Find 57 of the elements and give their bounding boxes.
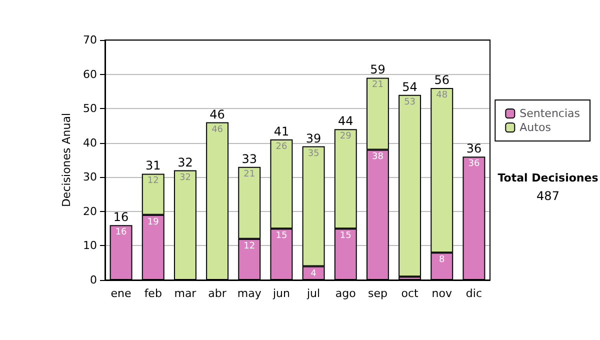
total-label: 54: [402, 80, 418, 94]
total-label: 59: [370, 62, 386, 77]
x-tick-label: jun: [272, 287, 290, 300]
total-label: 41: [274, 124, 290, 138]
data-label: 32: [179, 172, 191, 183]
x-tick-label: dic: [466, 287, 482, 300]
legend-label: Sentencias: [520, 107, 580, 120]
data-label: 8: [439, 255, 446, 266]
data-label: 36: [468, 159, 480, 170]
text: Total Decisiones: [498, 172, 599, 184]
y-tick-label: 40: [83, 136, 97, 150]
data-label: 35: [308, 148, 320, 159]
data-label: 12: [147, 176, 159, 186]
total-label: 31: [145, 158, 161, 173]
y-tick-label: 60: [83, 68, 97, 81]
data-label: 26: [276, 142, 288, 152]
x-tick-label: abr: [208, 287, 227, 300]
legend-label: Autos: [520, 121, 552, 134]
x-tick-label: nov: [432, 287, 452, 300]
total-label: 36: [466, 142, 482, 156]
x-tick-label: mar: [174, 287, 197, 300]
total-label: 33: [242, 152, 258, 166]
total-label: 56: [434, 73, 450, 87]
text: 487: [536, 189, 560, 203]
x-tick-label: ene: [110, 287, 132, 300]
data-label: 15: [340, 231, 352, 242]
total-label: 32: [178, 155, 193, 170]
data-label: 53: [404, 97, 416, 108]
y-tick-label: 30: [83, 170, 97, 184]
total-label: 16: [113, 210, 129, 224]
y-axis-title: Decisiones Anual: [60, 112, 74, 208]
x-tick-label: feb: [144, 287, 162, 300]
data-label: 4: [310, 268, 317, 279]
data-label: 21: [372, 80, 384, 90]
bar: [398, 94, 422, 277]
y-tick-label: 0: [90, 274, 97, 286]
y-tick-label: 50: [83, 102, 97, 116]
data-label: 29: [340, 132, 352, 142]
total-label: 44: [338, 114, 354, 128]
x-tick-label: jul: [306, 287, 320, 300]
data-label: 15: [276, 231, 288, 242]
x-tick-label: may: [237, 287, 262, 300]
data-label: 38: [372, 152, 384, 162]
total-label: 46: [210, 107, 225, 122]
y-tick-label: 10: [83, 239, 97, 252]
data-label: 16: [115, 228, 128, 238]
data-label: 12: [244, 241, 256, 252]
data-label: 21: [244, 169, 256, 180]
y-tick-label: 70: [83, 34, 97, 46]
data-label: 48: [436, 90, 448, 100]
x-tick-label: sep: [368, 287, 388, 300]
x-tick-label: ago: [335, 287, 356, 300]
x-tick-label: oct: [401, 287, 420, 300]
y-tick-label: 20: [83, 204, 97, 218]
total-label: 39: [306, 131, 322, 146]
data-label: 46: [212, 124, 224, 135]
data-label: 19: [147, 217, 160, 228]
